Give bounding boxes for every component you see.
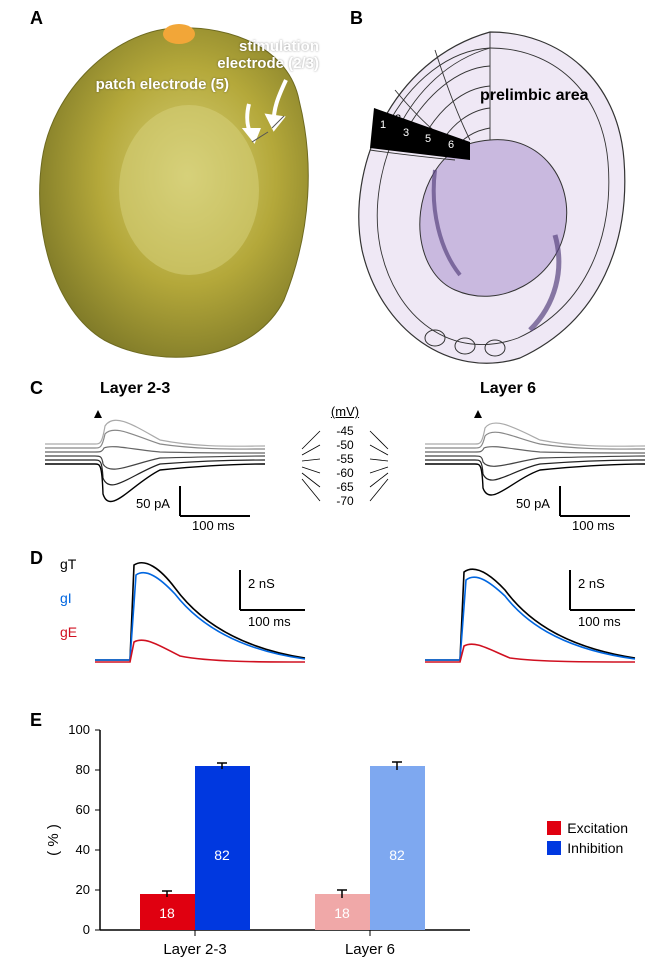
svg-text:20: 20 (76, 882, 90, 897)
scale-x-c-left: 100 ms (192, 518, 235, 533)
svg-text:60: 60 (76, 802, 90, 817)
scale-y-c-right: 50 pA (516, 496, 550, 511)
svg-text:100: 100 (68, 722, 90, 737)
annotation-stim-line2: electrode (2/3) (217, 55, 319, 72)
panel-d: gT gI gE 2 nS 100 ms (20, 550, 638, 700)
traces-right-svg: 50 pA 100 ms (420, 404, 650, 534)
y-axis-label: ( % ) (45, 824, 62, 856)
svg-text:82: 82 (214, 847, 230, 863)
svg-text:-45: -45 (336, 424, 354, 438)
panel-c-left-title: Layer 2-3 (100, 380, 170, 398)
svg-text:0: 0 (83, 922, 90, 937)
scale-x-c-right: 100 ms (572, 518, 615, 533)
annotation-patch: patch electrode (5) (96, 76, 229, 93)
svg-text:-50: -50 (336, 438, 354, 452)
svg-text:3: 3 (403, 127, 409, 139)
svg-text:-70: -70 (336, 494, 354, 508)
svg-text:18: 18 (334, 905, 350, 921)
atlas-svg: prelimbic area 1 2 3 5 6 (340, 20, 640, 370)
legend: Excitation Inhibition (547, 820, 628, 860)
legend-excitation-label: Excitation (567, 820, 628, 836)
svg-text:100 ms: 100 ms (248, 614, 291, 629)
svg-text:2: 2 (395, 113, 401, 125)
gE-label: gE (60, 624, 77, 640)
swatch-inhibition (547, 841, 561, 855)
xcat-2: Layer 6 (345, 941, 395, 958)
xcat-1: Layer 2-3 (163, 941, 226, 958)
legend-excitation: Excitation (547, 820, 628, 836)
svg-text:1: 1 (380, 119, 386, 131)
svg-text:2 nS: 2 nS (248, 576, 275, 591)
gI-label: gI (60, 590, 72, 606)
mv-label-block: (mV) -45 -50 -55 (300, 404, 390, 532)
svg-text:5: 5 (425, 133, 431, 145)
svg-text:2 nS: 2 nS (578, 576, 605, 591)
conductance-right-svg: 2 nS 100 ms (420, 550, 640, 690)
scale-y-c-left: 50 pA (136, 496, 170, 511)
annotation-stimulation: stimulation electrode (2/3) (217, 38, 319, 72)
slice-photo-svg (24, 20, 324, 370)
panel-b: prelimbic area 1 2 3 5 6 (340, 20, 640, 360)
traces-left-svg: 50 pA 100 ms (40, 404, 270, 534)
figure-root: A B C D E (0, 0, 658, 977)
panel-e: 0 20 40 60 80 100 ( % ) 18 82 (40, 710, 638, 970)
svg-text:40: 40 (76, 842, 90, 857)
legend-inhibition: Inhibition (547, 840, 628, 856)
svg-text:18: 18 (159, 905, 175, 921)
panel-c: Layer 2-3 Layer 6 50 pA 100 ms (20, 380, 638, 540)
svg-text:100 ms: 100 ms (578, 614, 621, 629)
mv-header: (mV) (300, 404, 390, 419)
svg-text:82: 82 (389, 847, 405, 863)
svg-text:-65: -65 (336, 480, 354, 494)
svg-text:-55: -55 (336, 452, 354, 466)
gT-label: gT (60, 556, 76, 572)
annotation-stim-line1: stimulation (239, 38, 319, 55)
panel-a: stimulation electrode (2/3) patch electr… (24, 20, 324, 360)
svg-text:-60: -60 (336, 466, 354, 480)
svg-text:6: 6 (448, 139, 454, 151)
conductance-left-svg: 2 nS 100 ms (90, 550, 310, 690)
svg-text:80: 80 (76, 762, 90, 777)
legend-inhibition-label: Inhibition (567, 840, 623, 856)
panel-c-right-title: Layer 6 (480, 380, 536, 398)
bar-chart-svg: 0 20 40 60 80 100 ( % ) 18 82 (40, 710, 500, 970)
swatch-excitation (547, 821, 561, 835)
prelimbic-area-text: prelimbic area (480, 87, 589, 104)
